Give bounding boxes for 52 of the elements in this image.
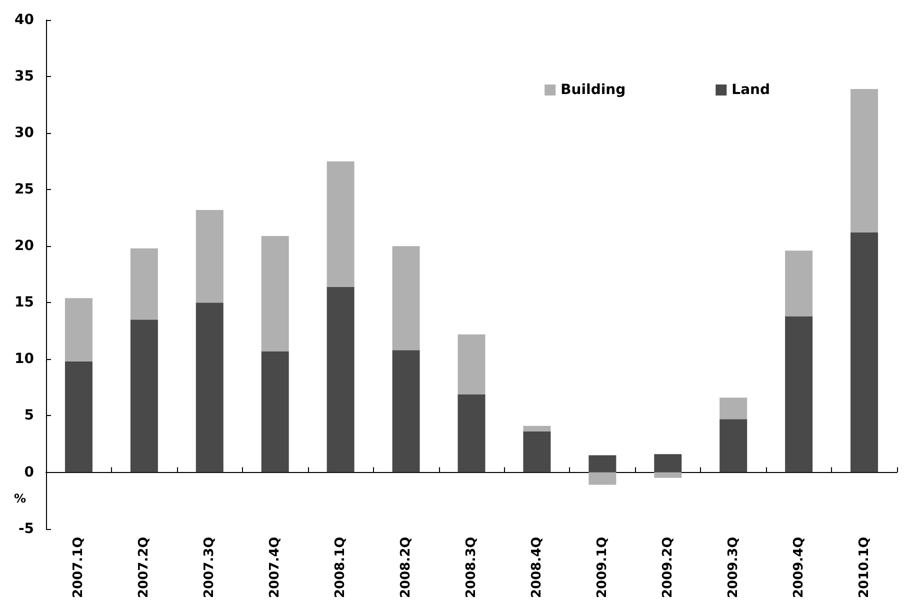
bar: [261, 236, 289, 352]
bar: [196, 210, 224, 303]
y-tick-label: -5: [18, 520, 34, 537]
bar: [458, 394, 486, 472]
y-tick-label: 30: [14, 125, 34, 142]
bar: [326, 161, 354, 287]
bar: [130, 248, 158, 320]
x-tick-label: 2007.1Q: [71, 536, 86, 598]
y-tick-label: 25: [14, 182, 34, 198]
bar: [654, 454, 682, 472]
x-tick-label: 2007.4Q: [268, 536, 283, 598]
bar: [785, 250, 813, 316]
x-tick-label: 2007.3Q: [202, 536, 218, 598]
bar: [850, 232, 878, 472]
x-tick-label: 2007.2Q: [136, 536, 152, 598]
y-tick-label: 15: [14, 294, 34, 311]
y-tick-label: 0: [24, 464, 34, 480]
bar: [850, 88, 878, 233]
bar: [785, 316, 813, 472]
bar: [720, 419, 748, 472]
x-tick-label: 2010.1Q: [856, 536, 872, 598]
bar: [261, 351, 289, 472]
legend-label: Land: [732, 82, 770, 98]
y-tick-label: 40: [14, 12, 34, 28]
bar: [392, 246, 420, 350]
x-tick-label: 2009.1Q: [594, 536, 610, 598]
legend-label: Building: [560, 82, 626, 98]
bar: [523, 432, 551, 472]
x-tick-label: 2009.3Q: [726, 536, 741, 598]
x-tick-label: 2008.2Q: [398, 536, 414, 598]
y-axis-title: %: [14, 492, 26, 506]
x-tick-label: 2008.1Q: [333, 536, 348, 598]
bar: [654, 472, 682, 478]
bar: [588, 472, 616, 485]
x-tick-label: 2009.2Q: [660, 536, 676, 598]
bar: [588, 455, 616, 472]
bar: [720, 398, 748, 420]
x-tick-label: 2008.4Q: [529, 536, 544, 598]
y-tick-label: 35: [14, 68, 34, 85]
bar: [64, 298, 92, 362]
x-tick-label: 2009.4Q: [791, 536, 806, 598]
y-tick-label: 10: [14, 351, 34, 368]
bar: [196, 302, 224, 472]
bar: [326, 286, 354, 472]
bar: [64, 361, 92, 472]
bar: [523, 426, 551, 432]
x-tick-label: 2008.3Q: [464, 536, 479, 598]
y-tick-label: 5: [24, 408, 34, 424]
bar: [392, 350, 420, 472]
bar: [458, 334, 486, 394]
y-tick-label: 20: [14, 238, 34, 254]
bar: [130, 320, 158, 472]
